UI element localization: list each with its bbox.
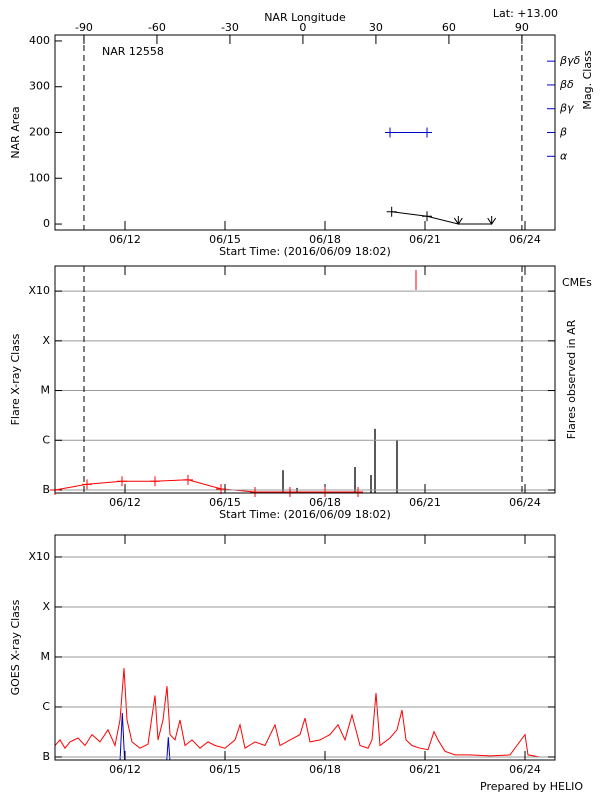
series-line — [119, 712, 171, 760]
y2-axis-label: Mag. Class — [581, 50, 594, 109]
y-tick-label: X10 — [28, 284, 50, 297]
y-tick-label: B — [42, 750, 50, 763]
y-tick-label: X — [42, 600, 50, 613]
point-marker — [250, 487, 260, 498]
y-tick-label: 200 — [29, 126, 50, 139]
point-marker — [183, 474, 193, 485]
event-label: CMEs — [562, 276, 592, 289]
x-tick-label: 06/21 — [409, 763, 441, 776]
point-marker — [82, 479, 92, 490]
x-tick-label: 06/24 — [509, 496, 541, 509]
y2-tick-label: βγ — [559, 102, 574, 115]
point-marker — [422, 127, 432, 138]
point-marker — [320, 487, 330, 498]
point-marker — [453, 216, 463, 225]
y-tick-label: 400 — [29, 34, 50, 47]
y-tick-label: B — [42, 483, 50, 496]
plot-frame — [54, 34, 556, 231]
plot-area — [390, 132, 492, 225]
x-tick-label: 06/15 — [209, 496, 241, 509]
y-tick-label: 300 — [29, 80, 50, 93]
x-tick-label: 06/15 — [209, 763, 241, 776]
y-tick-label: C — [42, 700, 50, 713]
y-tick-label: C — [42, 433, 50, 446]
y2-tick-label: βδ — [559, 78, 574, 91]
x-tick-label: 06/21 — [409, 233, 441, 246]
plot-frame — [54, 265, 556, 494]
x2-axis-label: NAR Longitude — [264, 11, 346, 24]
y-tick-label: X — [42, 334, 50, 347]
x-tick-label: 06/18 — [309, 763, 341, 776]
x-axis-label: Start Time: (2016/06/09 18:02) — [219, 508, 391, 521]
y-tick-label: 0 — [43, 217, 50, 230]
x-tick-label: 06/21 — [409, 496, 441, 509]
y2-tick-label: βγδ — [559, 54, 581, 67]
plot-area — [55, 668, 555, 760]
x-tick-label: 06/12 — [109, 496, 141, 509]
y-tick-label: 100 — [29, 171, 50, 184]
series-line — [55, 479, 358, 493]
y-tick-label: X10 — [28, 550, 50, 563]
point-marker — [386, 206, 397, 217]
point-marker — [216, 483, 226, 494]
x2-tick-label: 90 — [515, 21, 529, 34]
x-tick-label: 06/24 — [509, 763, 541, 776]
y-axis-label: Flare X-ray Class — [9, 333, 22, 425]
chart-title: NAR 12558 — [102, 45, 164, 58]
point-marker — [422, 211, 432, 222]
series-line — [391, 211, 492, 225]
x2-tick-label: 60 — [442, 21, 456, 34]
point-marker — [353, 487, 363, 498]
x-tick-label: 06/24 — [509, 233, 541, 246]
plot-area — [55, 270, 417, 493]
y-tick-label: M — [41, 384, 51, 397]
x-tick-label: 06/12 — [109, 763, 141, 776]
x-tick-label: 06/12 — [109, 233, 141, 246]
point-marker — [487, 216, 497, 225]
x2-tick-label: 30 — [369, 21, 383, 34]
y-axis-label: NAR Area — [9, 106, 22, 158]
point-marker — [285, 487, 295, 498]
x-tick-label: 06/18 — [309, 496, 341, 509]
y2-axis-label: Flares observed in AR — [565, 319, 578, 439]
x-axis-label: Start Time: (2016/06/09 18:02) — [219, 245, 391, 258]
plot-frame — [54, 534, 556, 761]
annotation: Lat: +13.00 — [493, 7, 558, 20]
x2-tick-label: -90 — [75, 21, 93, 34]
series-line — [55, 668, 555, 758]
x-tick-label: 06/15 — [209, 233, 241, 246]
y2-tick-label: α — [560, 149, 568, 162]
x-tick-label: 06/18 — [309, 233, 341, 246]
x2-tick-label: -60 — [148, 21, 166, 34]
x2-tick-label: -30 — [221, 21, 239, 34]
footer: Prepared by HELIO — [480, 780, 583, 793]
y2-tick-label: β — [559, 126, 567, 139]
y-axis-label: GOES X-ray Class — [9, 599, 22, 695]
point-marker — [117, 476, 127, 487]
y-tick-label: M — [41, 650, 51, 663]
point-marker — [150, 476, 160, 487]
point-marker — [385, 127, 395, 138]
x2-tick-label: 0 — [299, 21, 306, 34]
